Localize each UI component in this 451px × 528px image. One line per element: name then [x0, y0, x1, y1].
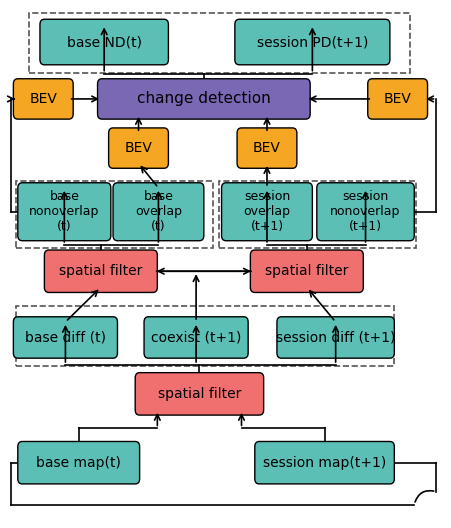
Text: base
nonoverlap
(t): base nonoverlap (t)	[29, 190, 99, 233]
FancyBboxPatch shape	[144, 317, 248, 358]
Bar	[219, 181, 415, 249]
FancyBboxPatch shape	[254, 441, 393, 484]
Bar	[29, 13, 409, 72]
Text: BEV: BEV	[124, 141, 152, 155]
FancyBboxPatch shape	[18, 183, 110, 241]
Text: base map(t): base map(t)	[36, 456, 121, 470]
Text: base ND(t): base ND(t)	[67, 35, 141, 49]
FancyBboxPatch shape	[97, 79, 309, 119]
Text: base
overlap
(t): base overlap (t)	[135, 190, 182, 233]
Text: session
overlap
(t+1): session overlap (t+1)	[243, 190, 290, 233]
Text: session diff (t+1): session diff (t+1)	[275, 331, 395, 344]
Text: BEV: BEV	[253, 141, 280, 155]
FancyBboxPatch shape	[235, 19, 389, 65]
Text: coexist (t+1): coexist (t+1)	[151, 331, 241, 344]
FancyBboxPatch shape	[14, 79, 73, 119]
Text: spatial filter: spatial filter	[157, 387, 240, 401]
FancyBboxPatch shape	[44, 250, 157, 293]
Text: BEV: BEV	[29, 92, 57, 106]
Text: session map(t+1): session map(t+1)	[262, 456, 385, 470]
Bar	[15, 306, 393, 366]
FancyBboxPatch shape	[237, 128, 296, 168]
Text: spatial filter: spatial filter	[59, 264, 142, 278]
Text: session PD(t+1): session PD(t+1)	[256, 35, 367, 49]
Text: base diff (t): base diff (t)	[25, 331, 106, 344]
FancyBboxPatch shape	[276, 317, 393, 358]
Text: session
nonoverlap
(t+1): session nonoverlap (t+1)	[330, 190, 400, 233]
FancyBboxPatch shape	[221, 183, 312, 241]
Text: BEV: BEV	[383, 92, 411, 106]
FancyBboxPatch shape	[316, 183, 413, 241]
FancyBboxPatch shape	[113, 183, 203, 241]
FancyBboxPatch shape	[250, 250, 363, 293]
FancyBboxPatch shape	[14, 317, 117, 358]
Text: spatial filter: spatial filter	[265, 264, 348, 278]
FancyBboxPatch shape	[108, 128, 168, 168]
FancyBboxPatch shape	[367, 79, 427, 119]
FancyBboxPatch shape	[18, 441, 139, 484]
FancyBboxPatch shape	[40, 19, 168, 65]
Text: change detection: change detection	[137, 91, 270, 107]
FancyBboxPatch shape	[135, 373, 263, 415]
Bar	[15, 181, 212, 249]
